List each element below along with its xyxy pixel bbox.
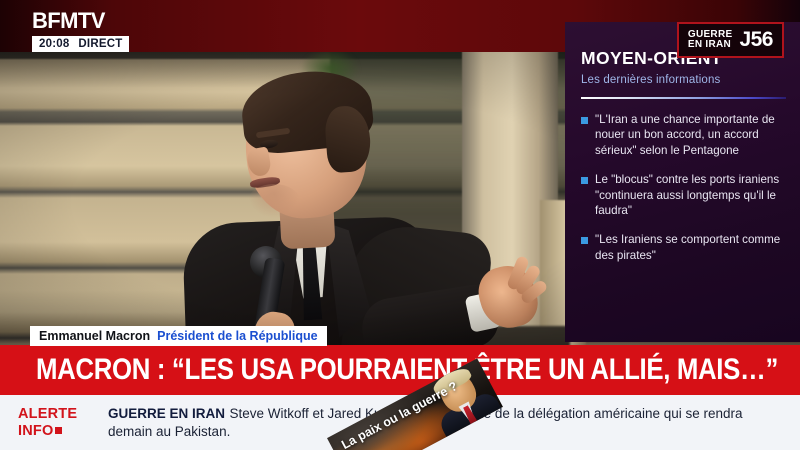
ticker-tag: GUERRE EN IRAN — [108, 405, 226, 421]
clock-time: 20:08 — [39, 38, 70, 50]
speaker-name: Emmanuel Macron — [39, 329, 151, 343]
war-badge-lines: GUERRE EN IRAN — [687, 28, 733, 50]
bullet-icon — [581, 117, 588, 124]
alert-line1: ALERTE — [18, 406, 78, 423]
time-live-box: 20:08 DIRECT — [32, 36, 130, 52]
war-badge-line1: GUERRE — [687, 28, 733, 40]
sidebar-subtitle: Les dernières informations — [581, 74, 721, 86]
alert-line2-wrap: INFO — [18, 423, 108, 439]
war-badge-line2: EN IRAN — [687, 39, 732, 50]
main-headline-bar: MACRON : “LES USA POURRAIENT ÊTRE UN ALL… — [0, 345, 800, 395]
news-sidebar: MOYEN-ORIENT Les dernières informations … — [565, 22, 800, 342]
headline-text: "Les Iraniens se comportent comme des pi… — [595, 233, 781, 262]
list-item[interactable]: "Les Iraniens se comportent comme des pi… — [581, 232, 786, 263]
war-day-badge: GUERRE EN IRAN J56 — [676, 22, 784, 58]
list-item[interactable]: "L'Iran a une chance importante de nouer… — [581, 112, 786, 158]
war-badge-day-count: J56 — [739, 28, 773, 51]
speaker-figure — [150, 60, 549, 395]
live-label: DIRECT — [78, 38, 123, 50]
speaker-name-banner: Emmanuel Macron Président de la Républiq… — [30, 326, 327, 346]
alert-line2: INFO — [18, 422, 54, 439]
bfmtv-logo: BFMTV — [32, 8, 105, 33]
speaker-role: Président de la République — [157, 329, 318, 343]
sidebar-divider — [581, 97, 786, 99]
main-headline-text: MACRON : “LES USA POURRAIENT ÊTRE UN ALL… — [36, 353, 779, 386]
chin — [248, 184, 300, 218]
alert-square-icon — [55, 427, 63, 435]
list-item[interactable]: Le "blocus" contre les ports iraniens "c… — [581, 172, 786, 218]
alert-label: ALERTE INFO — [0, 406, 108, 438]
bullet-icon — [581, 237, 588, 245]
channel-logo-group: BFMTV 20:08 DIRECT — [32, 8, 130, 52]
headline-text: "L'Iran a une chance importante de nouer… — [595, 113, 775, 157]
headline-text: Le "blocus" contre les ports iraniens "c… — [595, 173, 780, 218]
bullet-icon — [581, 177, 588, 185]
